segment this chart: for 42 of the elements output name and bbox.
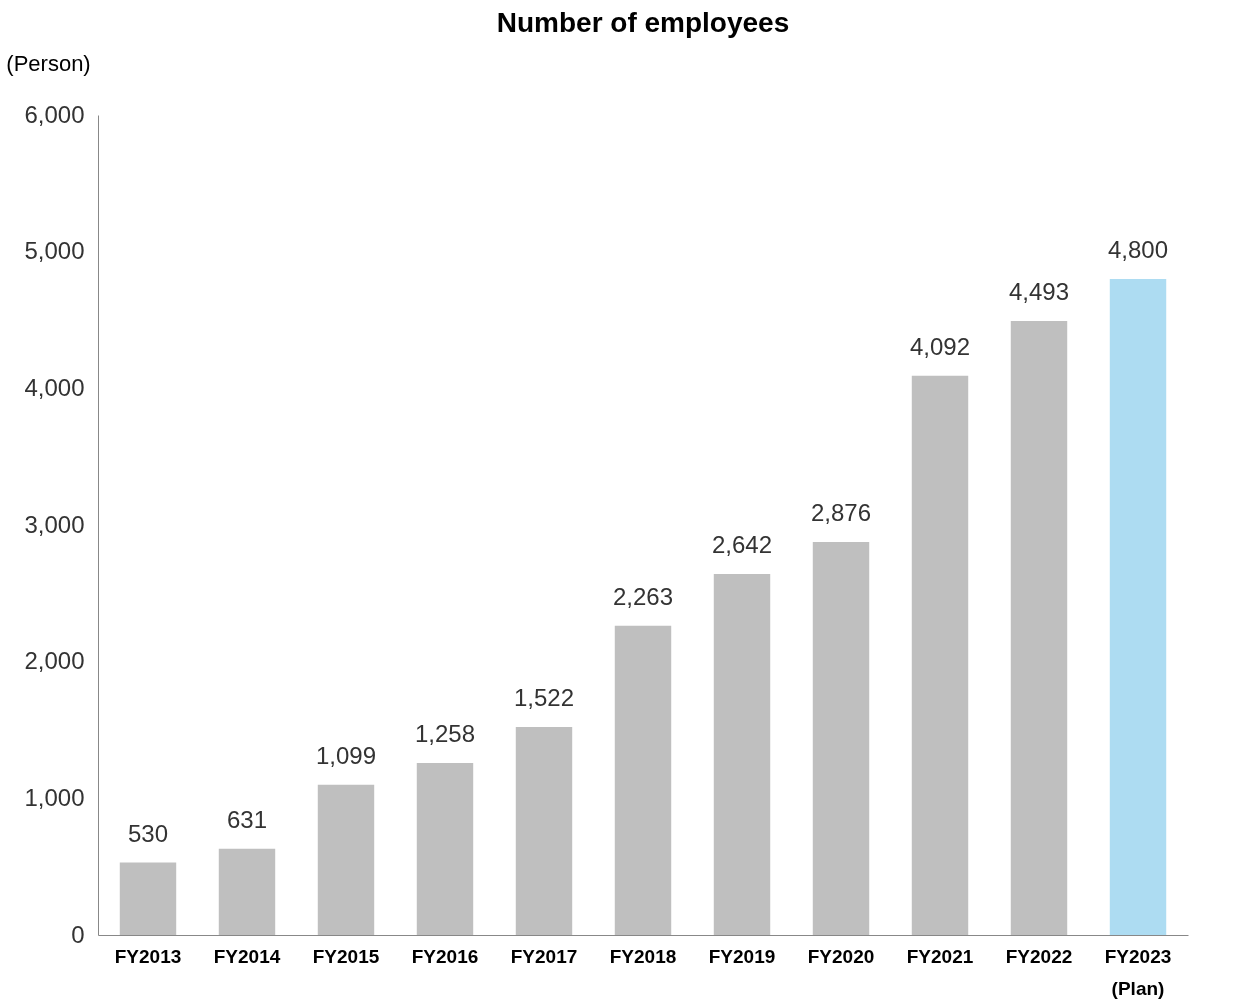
bar [515, 726, 573, 935]
bar [119, 862, 177, 935]
data-label: 2,263 [612, 582, 674, 610]
x-tick-label: FY2016 [411, 945, 479, 967]
x-tick-label: FY2014 [213, 945, 281, 967]
data-label: 4,493 [1008, 277, 1070, 305]
y-tick-label: 2,000 [24, 647, 85, 675]
y-tick-label: 4,000 [24, 373, 85, 401]
data-label: 1,099 [315, 741, 377, 769]
x-tick-label: FY2013 [114, 945, 182, 967]
bar [713, 573, 771, 935]
bar [416, 763, 474, 935]
data-label: 2,642 [711, 530, 773, 558]
y-tick-label: 6,000 [24, 100, 85, 128]
x-tick-label: FY2021 [906, 945, 974, 967]
y-tick-label: 3,000 [24, 510, 85, 538]
data-label: 4,092 [909, 332, 971, 360]
data-label: 4,800 [1107, 236, 1169, 263]
bar [812, 541, 870, 935]
data-label: 1,522 [513, 683, 575, 711]
bar [614, 625, 672, 935]
y-axis-title: (Person) [6, 50, 91, 76]
x-tick-label: FY2023 (Plan) [1104, 945, 1172, 999]
x-tick-label: FY2019 [708, 945, 776, 967]
x-tick-label: FY2018 [609, 945, 677, 967]
bar [1109, 279, 1167, 935]
y-tick-label: 1,000 [24, 783, 85, 811]
bar [911, 375, 969, 935]
chart-title: Number of employees [496, 7, 790, 38]
x-tick-label: FY2022 [1005, 945, 1073, 967]
data-label: 1,258 [414, 720, 476, 748]
bar [317, 784, 375, 935]
x-tick-label: FY2015 [312, 945, 380, 967]
data-label: 530 [127, 819, 169, 847]
bar [218, 848, 276, 935]
y-tick-label: 0 [71, 920, 85, 948]
y-tick-label: 5,000 [24, 237, 85, 265]
data-label: 2,876 [810, 498, 872, 526]
x-tick-label: FY2020 [807, 945, 875, 967]
bar [1010, 320, 1068, 935]
x-tick-label: FY2017 [510, 945, 578, 967]
data-label: 631 [226, 805, 268, 833]
